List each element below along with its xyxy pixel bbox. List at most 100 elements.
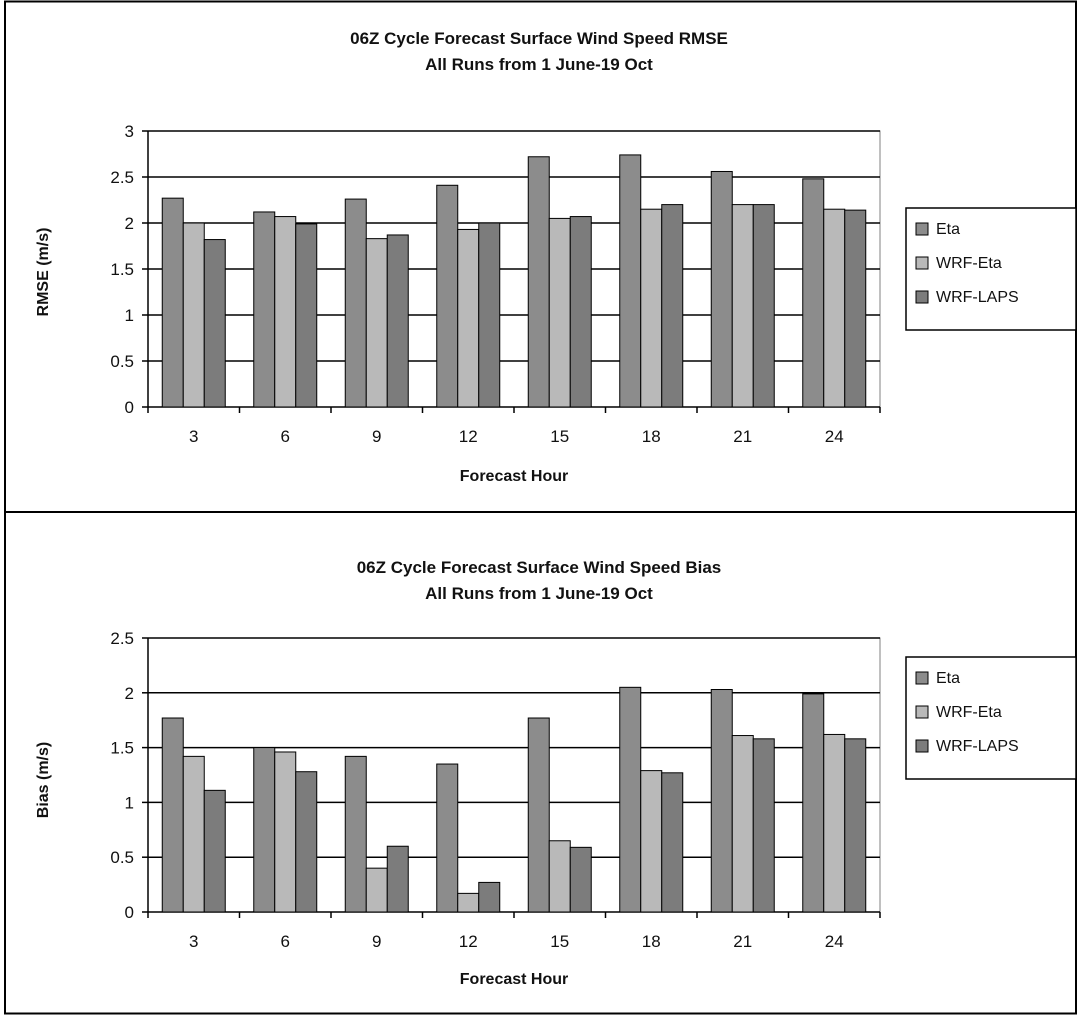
bar-wrf-eta-18: [640, 770, 663, 913]
legend-label: Eta: [936, 670, 960, 687]
bar-wrf-eta-24: [823, 208, 846, 408]
x-tick-label: 18: [642, 427, 661, 446]
bar-wrf-laps-24: [844, 209, 867, 408]
legend-swatch: [915, 739, 929, 753]
y-tick-label: 1.5: [110, 739, 134, 758]
bar-wrf-eta-18: [640, 208, 663, 408]
bar-wrf-eta-6: [274, 216, 297, 408]
bar-wrf-eta-3: [182, 755, 205, 913]
y-tick-label: 1: [125, 793, 134, 812]
bar-wrf-eta-3: [182, 222, 205, 408]
bar-wrf-laps-18: [661, 204, 684, 408]
bar-eta-15: [527, 156, 550, 408]
bar-eta-12: [436, 763, 459, 913]
bar-eta-24: [802, 178, 825, 408]
legend: [905, 656, 1077, 780]
bar-wrf-laps-18: [661, 772, 684, 913]
x-tick-label: 6: [281, 932, 290, 951]
bar-eta-21: [710, 689, 733, 913]
x-tick-label: 6: [281, 427, 290, 446]
legend-swatch: [915, 256, 929, 270]
y-tick-label: 1: [125, 306, 134, 325]
bar-wrf-laps-21: [752, 204, 775, 408]
bar-wrf-laps-15: [569, 216, 592, 408]
bar-wrf-eta-12: [457, 228, 480, 408]
bar-eta-6: [253, 747, 276, 913]
bar-wrf-laps-24: [844, 738, 867, 913]
bar-wrf-laps-6: [295, 771, 318, 913]
bar-wrf-eta-24: [823, 733, 846, 913]
bar-eta-3: [161, 197, 184, 408]
y-tick-label: 0: [125, 903, 134, 922]
x-tick-label: 24: [825, 932, 844, 951]
x-tick-label: 9: [372, 427, 381, 446]
x-tick-label: 18: [642, 932, 661, 951]
y-tick-label: 2.5: [110, 168, 134, 187]
legend-swatch: [915, 671, 929, 685]
legend-swatch: [915, 222, 929, 236]
bar-wrf-laps-12: [478, 222, 501, 408]
bar-eta-6: [253, 211, 276, 408]
bar-eta-9: [344, 198, 367, 408]
x-tick-label: 24: [825, 427, 844, 446]
y-axis-label: Bias (m/s): [35, 742, 52, 818]
legend-swatch: [915, 290, 929, 304]
bar-eta-12: [436, 184, 459, 408]
bar-wrf-eta-15: [548, 217, 571, 408]
y-tick-label: 2.5: [110, 629, 134, 648]
x-tick-label: 12: [459, 427, 478, 446]
bar-wrf-laps-12: [478, 881, 501, 913]
x-tick-label: 3: [189, 932, 198, 951]
chart-title: 06Z Cycle Forecast Surface Wind Speed Bi…: [357, 558, 722, 577]
bar-wrf-laps-3: [203, 239, 226, 408]
legend-label: WRF-LAPS: [936, 289, 1019, 306]
legend-label: WRF-Eta: [936, 704, 1002, 721]
x-axis-label: Forecast Hour: [460, 468, 568, 485]
bar-wrf-laps-6: [295, 223, 318, 408]
bar-wrf-laps-21: [752, 738, 775, 913]
x-tick-label: 15: [550, 427, 569, 446]
bar-eta-3: [161, 717, 184, 913]
x-tick-label: 3: [189, 427, 198, 446]
bar-wrf-eta-9: [365, 867, 388, 913]
bar-wrf-eta-6: [274, 751, 297, 913]
bar-eta-18: [619, 154, 642, 408]
bar-wrf-eta-9: [365, 238, 388, 408]
x-tick-label: 9: [372, 932, 381, 951]
x-tick-label: 12: [459, 932, 478, 951]
chart-title: 06Z Cycle Forecast Surface Wind Speed RM…: [350, 29, 728, 48]
legend-label: Eta: [936, 221, 960, 238]
bar-wrf-laps-9: [386, 845, 409, 913]
bar-eta-24: [802, 693, 825, 913]
x-tick-label: 15: [550, 932, 569, 951]
y-axis-label: RMSE (m/s): [35, 228, 52, 317]
rmse-chart-panel: 06Z Cycle Forecast Surface Wind Speed RM…: [35, 29, 1077, 485]
y-tick-label: 0.5: [110, 352, 134, 371]
y-tick-label: 2: [125, 214, 134, 233]
y-tick-label: 2: [125, 684, 134, 703]
y-tick-label: 0.5: [110, 848, 134, 867]
x-tick-label: 21: [733, 427, 752, 446]
bias-chart-panel: 06Z Cycle Forecast Surface Wind Speed Bi…: [35, 558, 1077, 988]
chart-subtitle: All Runs from 1 June-19 Oct: [425, 55, 653, 74]
bar-wrf-eta-12: [457, 892, 480, 913]
chart-subtitle: All Runs from 1 June-19 Oct: [425, 584, 653, 603]
bar-wrf-eta-15: [548, 840, 571, 913]
bar-wrf-eta-21: [731, 735, 754, 913]
bar-eta-21: [710, 170, 733, 408]
y-tick-label: 3: [125, 122, 134, 141]
bar-wrf-laps-15: [569, 846, 592, 913]
bar-eta-9: [344, 755, 367, 913]
legend: [905, 207, 1077, 331]
legend-swatch: [915, 705, 929, 719]
legend-label: WRF-LAPS: [936, 738, 1019, 755]
bar-eta-15: [527, 717, 550, 913]
y-tick-label: 0: [125, 398, 134, 417]
bar-wrf-laps-9: [386, 234, 409, 408]
bar-wrf-laps-3: [203, 789, 226, 913]
x-tick-label: 21: [733, 932, 752, 951]
bar-eta-18: [619, 686, 642, 913]
y-tick-label: 1.5: [110, 260, 134, 279]
